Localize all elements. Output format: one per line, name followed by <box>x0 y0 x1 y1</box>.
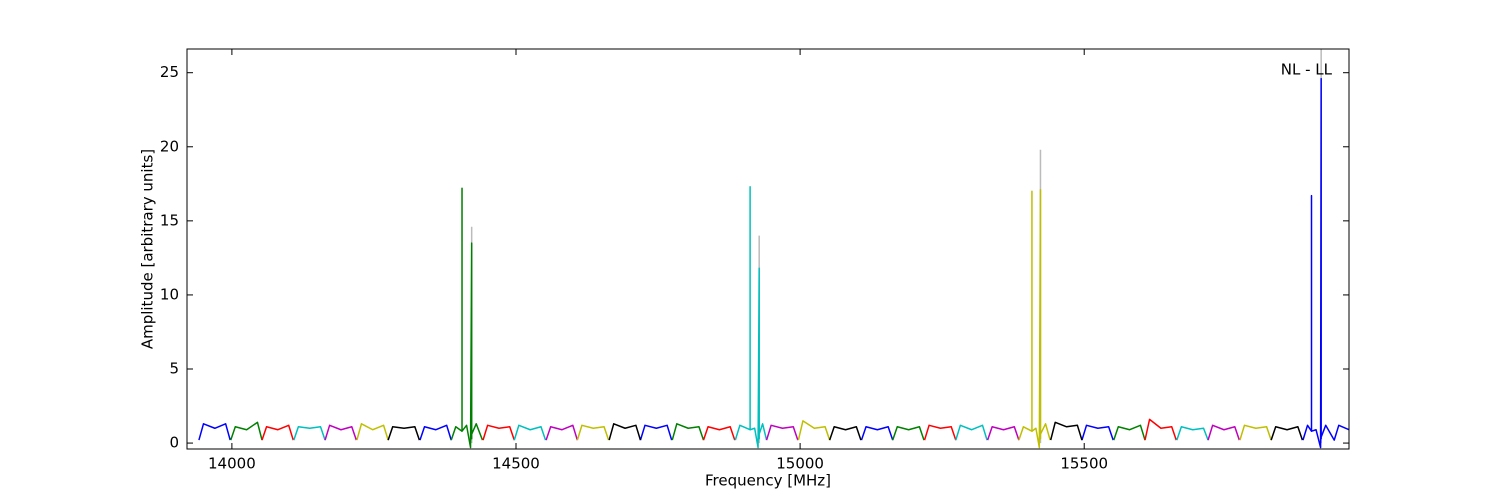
y-tick-label: 25 <box>160 63 179 81</box>
annotation: NL - LL <box>1281 61 1333 79</box>
y-tick-label: 10 <box>160 285 179 303</box>
x-tick-label: 15000 <box>776 455 824 473</box>
y-tick-label: 20 <box>160 137 179 155</box>
y-axis-label: Amplitude [arbitrary units] <box>139 149 157 349</box>
x-axis-label: Frequency [MHz] <box>705 472 831 490</box>
y-tick-label: 5 <box>169 360 179 378</box>
data-line <box>198 77 1349 449</box>
data-line <box>261 418 1177 441</box>
plot-area <box>198 49 1349 449</box>
x-tick-label: 14500 <box>492 455 540 473</box>
y-tick-label: 0 <box>169 434 179 452</box>
data-line <box>293 186 1209 449</box>
data-line <box>324 424 1241 441</box>
y-tick-label: 15 <box>160 211 179 229</box>
data-line <box>470 49 1322 444</box>
data-line <box>356 188 1272 449</box>
x-tick-label: 15500 <box>1060 455 1108 473</box>
data-line <box>387 421 1304 441</box>
data-line <box>230 187 1146 449</box>
axes-frame <box>186 48 1350 450</box>
x-tick-label: 14000 <box>208 455 256 473</box>
